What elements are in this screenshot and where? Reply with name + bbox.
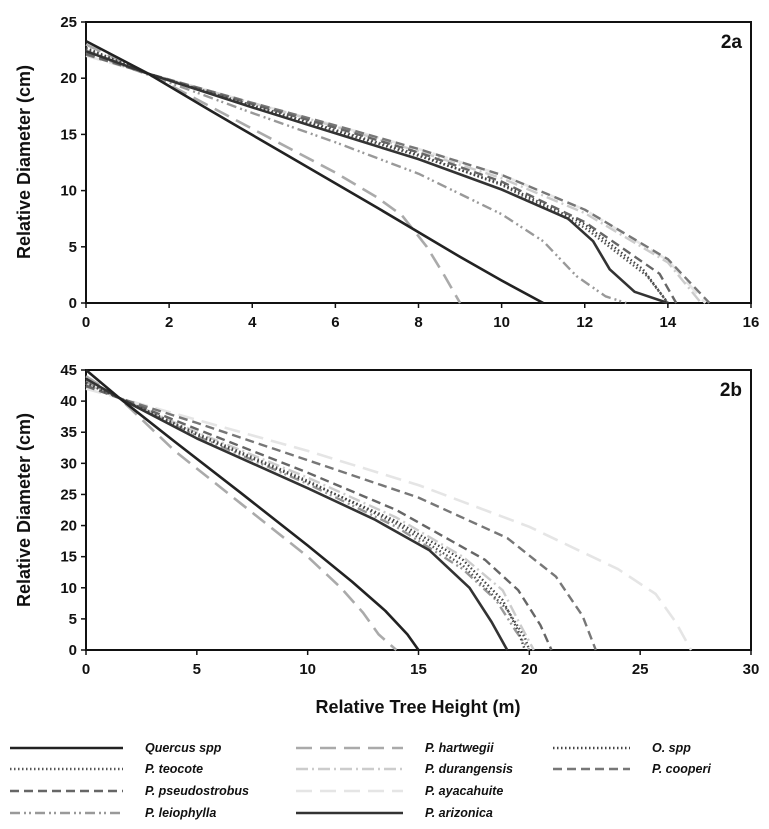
panel-2b-y-tick-label: 20 bbox=[60, 518, 77, 535]
panel-2b-x-tick-label: 15 bbox=[410, 661, 427, 678]
panel-2a-label: 2a bbox=[721, 32, 743, 53]
panel-2b-x-tick-label: 10 bbox=[299, 661, 316, 678]
panel-2b-label: 2b bbox=[720, 380, 742, 401]
panel-2b-series-p-ayacahuite bbox=[85, 387, 693, 651]
panel-2b-x-tick-label: 20 bbox=[521, 661, 538, 678]
panel-2a-x-tick-label: 14 bbox=[660, 314, 677, 331]
legend-label-p-ayacahuite: P. ayacahuite bbox=[425, 784, 503, 798]
panel-2a-x-tick-label: 4 bbox=[248, 314, 257, 331]
legend: Quercus spp P. teocote P. pseudostrobus P. … bbox=[10, 741, 711, 820]
panel-2a-y-tick-label: 20 bbox=[60, 70, 77, 87]
x-axis-label: Relative Tree Height (m) bbox=[315, 697, 520, 717]
panel-2b-y-tick-label: 45 bbox=[60, 362, 77, 379]
panel-2a-series-p-leiophylla bbox=[85, 51, 627, 305]
panel-2a-y-ticks: 0 5 10 15 20 25 bbox=[60, 14, 86, 312]
legend-label-p-arizonica: P. arizonica bbox=[425, 806, 493, 820]
panel-2b-series-p-durangensis bbox=[85, 382, 535, 651]
legend-label-p-pseudostrobus: P. pseudostrobus bbox=[145, 784, 249, 798]
panel-2b-y-tick-label: 10 bbox=[60, 580, 77, 597]
panel-2a: 0 2 4 6 8 10 12 14 16 0 5 10 15 20 25 2a Relative Dia… bbox=[14, 14, 759, 331]
panel-2a-x-tick-label: 10 bbox=[493, 314, 510, 331]
panel-2b-series-quercus-spp bbox=[85, 369, 420, 651]
panel-2a-frame bbox=[85, 21, 752, 304]
legend-label-p-teocote: P. teocote bbox=[145, 762, 203, 776]
panel-2b-y-tick-label: 30 bbox=[60, 455, 77, 472]
panel-2b-series-p-pseudostrobus bbox=[85, 384, 553, 651]
legend-label-o-spp: O. spp bbox=[652, 741, 691, 755]
panel-2a-y-tick-label: 15 bbox=[60, 126, 77, 143]
panel-2a-y-axis-label: Relative Diameter (cm) bbox=[14, 65, 34, 259]
panel-2a-x-tick-label: 6 bbox=[331, 314, 339, 331]
panel-2a-x-tick-label: 16 bbox=[743, 314, 760, 331]
panel-2b-frame bbox=[85, 369, 752, 651]
panel-2b-series bbox=[85, 369, 693, 651]
panel-2a-x-tick-label: 2 bbox=[165, 314, 173, 331]
panel-2b: 0 5 10 15 20 25 30 0 5 10 15 20 25 30 35 40 45 2b Relat… bbox=[14, 362, 759, 717]
legend-label-p-durangensis: P. durangensis bbox=[425, 762, 513, 776]
panel-2b-x-ticks: 0 5 10 15 20 25 30 bbox=[82, 650, 760, 678]
panel-2b-y-tick-label: 0 bbox=[69, 642, 77, 659]
panel-2a-x-tick-label: 8 bbox=[414, 314, 422, 331]
panel-2a-y-tick-label: 0 bbox=[69, 295, 77, 312]
legend-label-p-leiophylla: P. leiophylla bbox=[145, 806, 216, 820]
panel-2a-series-p-arizonica bbox=[85, 49, 669, 305]
panel-2a-x-ticks: 0 2 4 6 8 10 12 14 16 bbox=[82, 303, 760, 331]
panel-2b-x-tick-label: 25 bbox=[632, 661, 649, 678]
panel-2b-x-tick-label: 30 bbox=[743, 661, 760, 678]
panel-2b-y-tick-label: 5 bbox=[69, 611, 77, 628]
panel-2b-y-tick-label: 35 bbox=[60, 424, 77, 441]
legend-label-quercus-spp: Quercus spp bbox=[145, 741, 222, 755]
panel-2b-y-tick-label: 15 bbox=[60, 549, 77, 566]
panel-2a-y-tick-label: 10 bbox=[60, 183, 77, 200]
panel-2a-x-tick-label: 12 bbox=[576, 314, 593, 331]
panel-2a-series-p-hartwegii bbox=[85, 43, 462, 304]
panel-2a-series-quercus-spp bbox=[85, 39, 544, 305]
panel-2b-y-ticks: 0 5 10 15 20 25 30 35 40 45 bbox=[60, 362, 86, 659]
panel-2b-y-axis-label: Relative Diameter (cm) bbox=[14, 413, 34, 607]
panel-2b-x-tick-label: 5 bbox=[193, 661, 201, 678]
panel-2a-x-tick-label: 0 bbox=[82, 314, 90, 331]
panel-2a-y-tick-label: 25 bbox=[60, 14, 77, 31]
panel-2b-y-tick-label: 25 bbox=[60, 486, 77, 503]
panel-2a-y-tick-label: 5 bbox=[69, 239, 77, 256]
panel-2b-x-tick-label: 0 bbox=[82, 661, 90, 678]
panel-2b-series-p-cooperi bbox=[85, 385, 597, 651]
panel-2b-y-tick-label: 40 bbox=[60, 393, 77, 410]
legend-label-p-hartwegii: P. hartwegii bbox=[425, 741, 494, 755]
legend-label-p-cooperi: P. cooperi bbox=[652, 762, 711, 776]
panel-2a-series-p-durangensis bbox=[85, 48, 703, 304]
panel-2b-series-p-arizonica bbox=[85, 377, 509, 651]
panel-2a-series bbox=[85, 39, 711, 305]
